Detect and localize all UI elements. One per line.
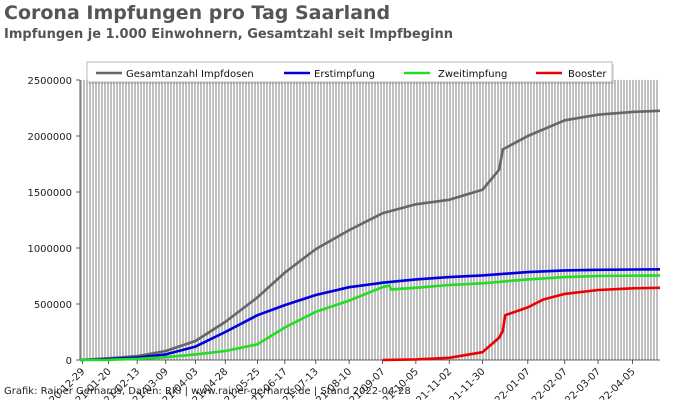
legend-label: Gesamtanzahl Impfdosen bbox=[126, 69, 254, 80]
series-line-erstimpfung bbox=[79, 268, 661, 362]
daily-bar-pattern bbox=[80, 80, 658, 360]
series-line-gesamtanzahl-impfdosen bbox=[79, 109, 661, 362]
y-tick-label: 2500000 bbox=[27, 76, 72, 87]
legend-label: Booster bbox=[568, 69, 607, 80]
legend-label: Zweitimpfung bbox=[438, 69, 507, 80]
y-tick-label: 0 bbox=[66, 356, 72, 367]
y-tick-label: 1500000 bbox=[27, 188, 72, 199]
y-tick-label: 2000000 bbox=[27, 132, 72, 143]
chart-footer: Grafik: Rainer Gerhards, Daten: RKI | ww… bbox=[4, 386, 411, 397]
series-lines bbox=[79, 109, 661, 362]
legend: Gesamtanzahl Impfdosen Erstimpfung Zweitim… bbox=[86, 61, 614, 84]
y-tick-label: 500000 bbox=[34, 300, 72, 311]
legend-box bbox=[86, 61, 613, 83]
chart-subtitle: Impfungen je 1.000 Einwohnern, Gesamtzah… bbox=[4, 27, 454, 42]
chart-title: Corona Impfungen pro Tag Saarland bbox=[4, 2, 391, 24]
x-tick-label: 2022-01-07 bbox=[484, 366, 533, 400]
series-line-zweitimpfung bbox=[79, 274, 661, 362]
y-tick-label: 1000000 bbox=[27, 244, 72, 255]
legend-label: Erstimpfung bbox=[314, 69, 375, 80]
series-line-booster bbox=[382, 286, 661, 362]
